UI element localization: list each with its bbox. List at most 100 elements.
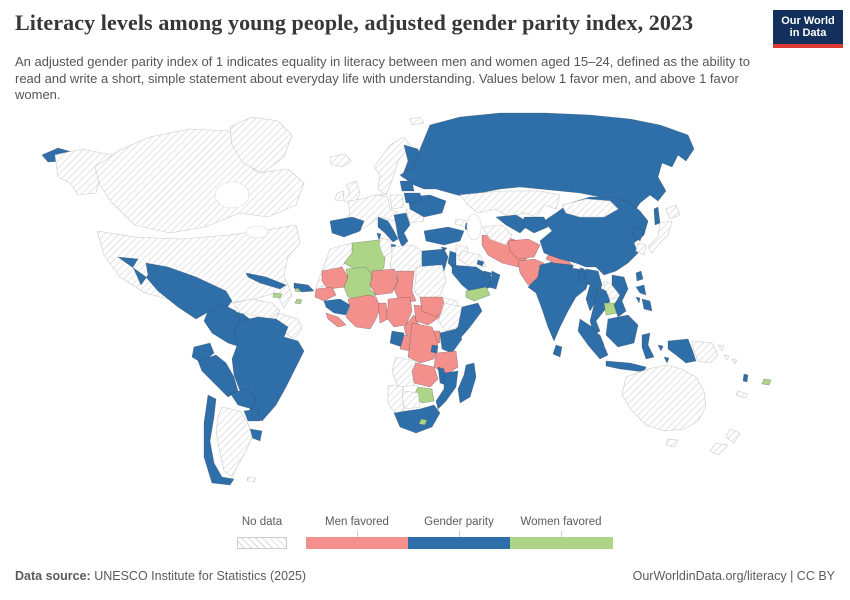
country-ireland[interactable]: [334, 190, 345, 202]
owid-link[interactable]: OurWorldinData.org/literacy | CC BY: [632, 569, 835, 583]
country-poland[interactable]: [389, 194, 405, 210]
great-lakes: [245, 225, 269, 239]
country-colombia[interactable]: [203, 304, 241, 348]
country-uae-qatar[interactable]: [482, 270, 493, 279]
legend-swatch-men-favored[interactable]: [306, 537, 408, 549]
country-borneo[interactable]: [605, 314, 639, 348]
country-spain-portugal[interactable]: [329, 216, 365, 238]
country-norway-sweden[interactable]: [373, 136, 411, 196]
owid-logo[interactable]: Our World in Data: [773, 10, 843, 48]
country-new-caledonia[interactable]: [735, 390, 749, 399]
country-baltics[interactable]: [399, 180, 415, 192]
country-afghanistan[interactable]: [507, 238, 541, 260]
country-kuwait[interactable]: [476, 259, 485, 267]
country-thailand[interactable]: [589, 286, 611, 336]
country-solomon-islands[interactable]: [723, 354, 738, 365]
country-svalbard[interactable]: [409, 116, 425, 126]
country-grenada[interactable]: [294, 298, 303, 305]
country-lesotho[interactable]: [418, 418, 428, 426]
country-new-zealand[interactable]: [709, 428, 741, 456]
country-turkey[interactable]: [423, 226, 465, 246]
country-falkland-islands[interactable]: [246, 476, 257, 483]
country-niger[interactable]: [369, 268, 399, 296]
country-mozambique[interactable]: [435, 370, 459, 410]
country-sudan[interactable]: [413, 264, 447, 302]
country-sardinia[interactable]: [376, 232, 382, 241]
country-west-papua[interactable]: [667, 338, 697, 364]
country-cote-divoire-ghana-burkina[interactable]: [345, 294, 381, 330]
country-sri-lanka[interactable]: [552, 344, 563, 358]
country-guinea[interactable]: [323, 298, 351, 316]
country-tunisia[interactable]: [379, 237, 393, 258]
country-alaska[interactable]: [54, 148, 117, 196]
country-madagascar[interactable]: [457, 362, 477, 404]
country-taiwan[interactable]: [635, 270, 644, 282]
country-mongolia[interactable]: [561, 198, 619, 218]
country-vanuatu[interactable]: [742, 373, 749, 383]
country-north-korea[interactable]: [631, 226, 645, 242]
legend-swatch-women-favored[interactable]: [510, 537, 613, 549]
data-source-label: Data source:: [15, 569, 91, 583]
country-kenya[interactable]: [439, 328, 463, 354]
country-paraguay[interactable]: [243, 408, 261, 422]
country-venezuela[interactable]: [232, 298, 281, 320]
data-source: Data source: UNESCO Institute for Statis…: [15, 569, 306, 583]
country-vietnam[interactable]: [611, 274, 629, 318]
country-japan[interactable]: [647, 204, 681, 254]
country-united-states[interactable]: [96, 224, 301, 309]
country-angola[interactable]: [391, 356, 419, 388]
country-sakhalin[interactable]: [653, 206, 661, 226]
country-namibia[interactable]: [387, 384, 405, 416]
legend-tick: [459, 531, 460, 537]
country-peru[interactable]: [197, 354, 239, 398]
country-chile[interactable]: [203, 394, 235, 486]
country-balkans-greece[interactable]: [393, 212, 411, 248]
country-java[interactable]: [605, 360, 647, 373]
country-oman[interactable]: [487, 270, 501, 290]
country-rwanda-burundi[interactable]: [430, 344, 439, 354]
country-moluccas[interactable]: [657, 344, 670, 364]
legend-label-men-favored: Men favored: [325, 516, 389, 528]
country-sumatra[interactable]: [577, 318, 609, 360]
country-sulawesi[interactable]: [641, 332, 655, 360]
chart-subtitle: An adjusted gender parity index of 1 ind…: [15, 54, 750, 102]
country-italy[interactable]: [377, 216, 399, 243]
country-south-korea[interactable]: [635, 242, 647, 256]
country-sierra-leone-liberia[interactable]: [325, 312, 347, 328]
country-canada[interactable]: [94, 128, 305, 234]
legend-swatch-gender-parity[interactable]: [408, 537, 510, 549]
legend-label-women-favored: Women favored: [520, 516, 602, 528]
country-kyrgyzstan-tajikistan[interactable]: [523, 216, 549, 234]
country-south-africa[interactable]: [393, 404, 441, 434]
country-drc[interactable]: [407, 322, 439, 364]
country-cuba[interactable]: [245, 272, 287, 290]
country-myanmar[interactable]: [583, 268, 603, 312]
page-title: Literacy levels among young people, adju…: [15, 10, 694, 35]
country-jamaica[interactable]: [272, 292, 283, 299]
country-mexico[interactable]: [117, 256, 233, 320]
country-uzbekistan[interactable]: [495, 214, 531, 234]
legend-swatch-no-data[interactable]: [237, 537, 287, 549]
country-mauritania[interactable]: [321, 266, 349, 290]
country-uruguay[interactable]: [249, 428, 263, 442]
hudson-bay: [214, 181, 250, 209]
legend-label-gender-parity: Gender parity: [424, 516, 494, 528]
country-papua-new-guinea[interactable]: [691, 340, 725, 364]
country-turkmenistan[interactable]: [481, 224, 513, 246]
country-fiji[interactable]: [761, 378, 772, 386]
world-map: [41, 112, 772, 486]
country-philippines[interactable]: [635, 284, 653, 312]
country-tasmania[interactable]: [665, 438, 679, 448]
country-greenland[interactable]: [229, 116, 293, 174]
country-nigeria[interactable]: [385, 296, 413, 328]
country-senegal-gambia[interactable]: [314, 286, 337, 302]
country-bolivia[interactable]: [229, 388, 257, 410]
country-kazakhstan[interactable]: [459, 190, 561, 218]
country-yemen[interactable]: [465, 286, 491, 302]
country-australia[interactable]: [621, 364, 707, 432]
country-belarus[interactable]: [403, 192, 423, 204]
country-zambia[interactable]: [411, 362, 439, 388]
country-antigua[interactable]: [294, 287, 301, 293]
country-argentina[interactable]: [215, 406, 253, 478]
country-iceland[interactable]: [329, 153, 352, 168]
